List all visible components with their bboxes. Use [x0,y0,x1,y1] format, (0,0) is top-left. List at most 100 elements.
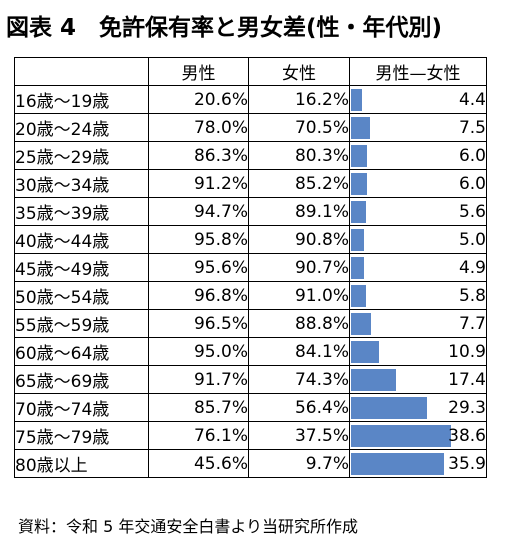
male-rate-cell: 95.0% [148,337,249,366]
male-rate-cell: 86.3% [148,141,249,170]
table-row: 65歳～69歳 91.7% 74.3% 17.4 [14,365,487,394]
difference-data-bar [351,425,451,447]
difference-data-bar [351,201,366,223]
female-rate-cell: 89.1% [248,197,350,226]
age-group-cell: 25歳～29歳 [14,141,149,170]
table-row: 25歳～29歳 86.3% 80.3% 6.0 [14,141,487,170]
difference-cell: 7.5 [349,113,487,142]
age-group-cell: 65歳～69歳 [14,365,149,394]
difference-data-bar [351,117,370,139]
table-row: 30歳～34歳 91.2% 85.2% 6.0 [14,169,487,198]
male-rate-cell: 20.6% [148,85,249,114]
difference-value: 4.4 [458,89,486,110]
table-row: 80歳以上 45.6% 9.7% 35.9 [14,449,487,478]
difference-value: 10.9 [448,341,486,362]
difference-cell: 38.6 [349,421,487,450]
difference-data-bar [351,257,364,279]
difference-data-bar [351,89,362,111]
male-rate-cell: 85.7% [148,393,249,422]
table-row: 70歳～74歳 85.7% 56.4% 29.3 [14,393,487,422]
table-row: 50歳～54歳 96.8% 91.0% 5.8 [14,281,487,310]
age-group-cell: 20歳～24歳 [14,113,149,142]
female-rate-cell: 56.4% [248,393,350,422]
age-group-cell: 80歳以上 [14,449,149,478]
female-rate-cell: 9.7% [248,449,350,478]
difference-cell: 6.0 [349,141,487,170]
difference-cell: 10.9 [349,337,487,366]
table-row: 20歳～24歳 78.0% 70.5% 7.5 [14,113,487,142]
difference-cell: 6.0 [349,169,487,198]
male-rate-cell: 91.2% [148,169,249,198]
difference-data-bar [351,145,367,167]
difference-data-bar [351,397,427,419]
table-row: 75歳～79歳 76.1% 37.5% 38.6 [14,421,487,450]
female-rate-cell: 70.5% [248,113,350,142]
male-rate-cell: 91.7% [148,365,249,394]
difference-value: 29.3 [448,397,486,418]
age-group-cell: 16歳～19歳 [14,85,149,114]
male-rate-cell: 45.6% [148,449,249,478]
license-rate-table: 男性 女性 男性—女性 16歳～19歳 20.6% 16.2% 4.4 20歳～24歳 7… [14,57,487,478]
difference-data-bar [351,173,367,195]
male-rate-cell: 78.0% [148,113,249,142]
header-female: 女性 [248,57,350,86]
table-row: 35歳～39歳 94.7% 89.1% 5.6 [14,197,487,226]
female-rate-cell: 80.3% [248,141,350,170]
difference-value: 17.4 [448,369,486,390]
difference-data-bar [351,285,366,307]
difference-value: 5.0 [458,229,486,250]
difference-data-bar [351,341,379,363]
difference-cell: 7.7 [349,309,487,338]
difference-value: 5.8 [458,285,486,306]
age-group-cell: 55歳～59歳 [14,309,149,338]
header-age [14,57,149,86]
page-title: 図表 4 免許保有率と男女差(性・年代別) [6,15,443,41]
age-group-cell: 35歳～39歳 [14,197,149,226]
male-rate-cell: 95.6% [148,253,249,282]
difference-data-bar [351,313,371,335]
header-difference: 男性—女性 [349,57,487,86]
female-rate-cell: 88.8% [248,309,350,338]
difference-value: 6.0 [458,145,486,166]
age-group-cell: 50歳～54歳 [14,281,149,310]
table-row: 55歳～59歳 96.5% 88.8% 7.7 [14,309,487,338]
difference-cell: 5.8 [349,281,487,310]
female-rate-cell: 90.7% [248,253,350,282]
age-group-cell: 45歳～49歳 [14,253,149,282]
table-row: 60歳～64歳 95.0% 84.1% 10.9 [14,337,487,366]
age-group-cell: 60歳～64歳 [14,337,149,366]
difference-cell: 35.9 [349,449,487,478]
female-rate-cell: 74.3% [248,365,350,394]
age-group-cell: 75歳～79歳 [14,421,149,450]
difference-data-bar [351,229,364,251]
age-group-cell: 40歳～44歳 [14,225,149,254]
female-rate-cell: 91.0% [248,281,350,310]
difference-cell: 17.4 [349,365,487,394]
male-rate-cell: 95.8% [148,225,249,254]
difference-value: 35.9 [448,453,486,474]
header-male: 男性 [148,57,249,86]
difference-value: 38.6 [448,425,486,446]
difference-cell: 4.4 [349,85,487,114]
difference-value: 5.6 [458,201,486,222]
female-rate-cell: 16.2% [248,85,350,114]
age-group-cell: 70歳～74歳 [14,393,149,422]
source-note: 資料：令和 5 年交通安全白書より当研究所作成 [18,517,359,536]
difference-value: 6.0 [458,173,486,194]
female-rate-cell: 85.2% [248,169,350,198]
table-row: 45歳～49歳 95.6% 90.7% 4.9 [14,253,487,282]
difference-cell: 29.3 [349,393,487,422]
difference-value: 4.9 [458,257,486,278]
female-rate-cell: 84.1% [248,337,350,366]
difference-cell: 5.0 [349,225,487,254]
difference-data-bar [351,369,396,391]
female-rate-cell: 37.5% [248,421,350,450]
difference-value: 7.5 [458,117,486,138]
male-rate-cell: 76.1% [148,421,249,450]
male-rate-cell: 94.7% [148,197,249,226]
age-group-cell: 30歳～34歳 [14,169,149,198]
male-rate-cell: 96.5% [148,309,249,338]
difference-data-bar [351,453,444,475]
difference-cell: 4.9 [349,253,487,282]
table-body: 16歳～19歳 20.6% 16.2% 4.4 20歳～24歳 78.0% 70.5% 7.5… [14,85,487,478]
